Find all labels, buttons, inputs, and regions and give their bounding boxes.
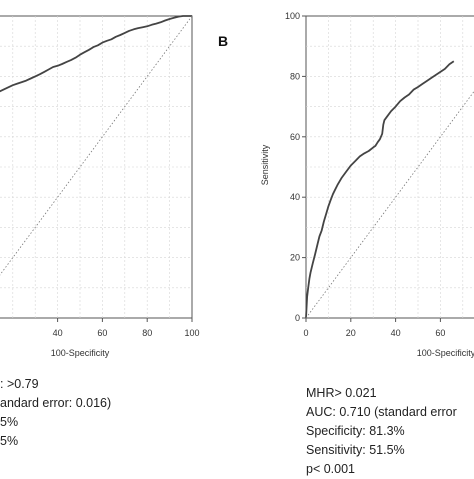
roc-panel-a: 40 60 80 100 100-Specificity	[0, 15, 200, 358]
stats-line-b-2: AUC: 0.710 (standard error	[306, 405, 457, 419]
stats-line-b-5: p< 0.001	[306, 462, 356, 476]
stats-line-a-2: andard error: 0.016)	[0, 396, 112, 410]
stats-block-b: MHR> 0.021 AUC: 0.710 (standard error Sp…	[306, 384, 474, 479]
stats-line-a-3: 5%	[0, 415, 19, 429]
roc-panel-b: B Sensitivity 0 20 40 60 0 20 40 60 80 100 100-Sp…	[218, 11, 474, 358]
x-tick-label: 80	[142, 328, 152, 338]
x-tick-label: 60	[97, 328, 107, 338]
ticks-b: 0 20 40 60 0 20 40 60 80 100	[285, 11, 445, 338]
y-tick-label: 60	[290, 132, 300, 142]
x-tick-label: 20	[346, 328, 356, 338]
stats-line-b-4: Sensitivity: 51.5%	[306, 443, 405, 457]
x-tick-label: 40	[391, 328, 401, 338]
y-tick-label: 0	[295, 313, 300, 323]
x-axis-title-a: 100-Specificity	[51, 348, 110, 358]
x-tick-label: 40	[53, 328, 63, 338]
x-tick-label: 60	[435, 328, 445, 338]
roc-curve-line	[0, 15, 192, 93]
ticks-a: 40 60 80 100	[53, 318, 200, 338]
panel-letter-b: B	[218, 33, 228, 49]
y-tick-label: 100	[285, 11, 300, 21]
stats-line-b-3: Specificity: 81.3%	[306, 424, 405, 438]
stats-line-a-1: : >0.79	[0, 377, 39, 391]
y-tick-label: 40	[290, 192, 300, 202]
y-tick-label: 80	[290, 71, 300, 81]
grid-a	[0, 16, 192, 318]
marks-a	[0, 15, 193, 276]
y-tick-label: 20	[290, 253, 300, 263]
stats-block-a: : >0.79 andard error: 0.016) 5% 5%	[0, 375, 200, 451]
x-tick-label: 100	[184, 328, 199, 338]
y-axis-title-b: Sensitivity	[260, 144, 270, 185]
marks-b	[305, 60, 474, 319]
grid-b	[306, 16, 474, 318]
x-tick-label: 0	[303, 328, 308, 338]
x-axis-title-b: 100-Specificity	[417, 348, 474, 358]
stats-line-b-1: MHR> 0.021	[306, 386, 377, 400]
stats-line-a-4: 5%	[0, 434, 19, 448]
roc-curve-line	[305, 60, 455, 319]
